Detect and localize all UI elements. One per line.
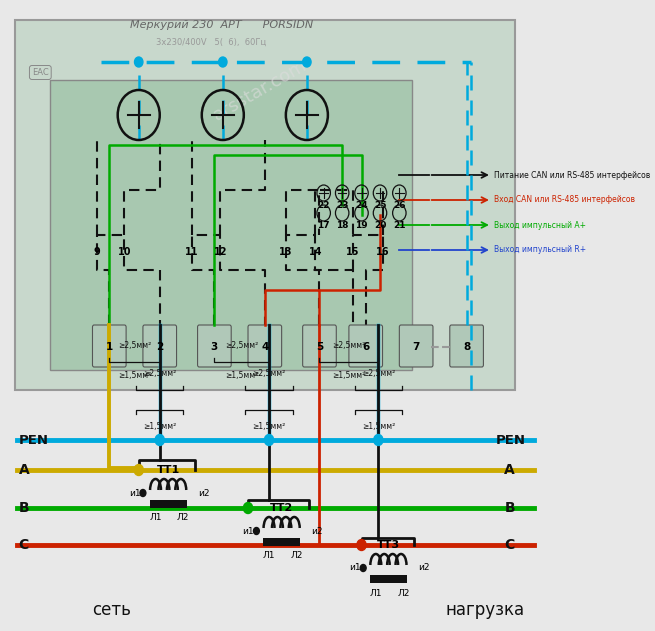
Text: C: C: [504, 538, 515, 552]
Text: 10: 10: [118, 247, 131, 257]
Text: PEN: PEN: [18, 433, 48, 447]
Text: 13: 13: [279, 247, 293, 257]
Circle shape: [219, 57, 227, 67]
Text: 26: 26: [393, 201, 405, 209]
Text: ≥2,5мм²: ≥2,5мм²: [362, 369, 395, 378]
Text: ≥1,5мм²: ≥1,5мм²: [332, 371, 365, 380]
Text: 3х230/400V   5(  6),  60Гц: 3х230/400V 5( 6), 60Гц: [155, 38, 266, 47]
Text: EAC: EAC: [32, 68, 48, 77]
Circle shape: [140, 490, 146, 497]
FancyBboxPatch shape: [400, 325, 433, 367]
Text: 21: 21: [393, 220, 405, 230]
Text: 9: 9: [93, 247, 100, 257]
Circle shape: [244, 502, 253, 514]
FancyBboxPatch shape: [143, 325, 177, 367]
Text: и1: и1: [128, 488, 140, 497]
Bar: [370, 575, 407, 583]
Circle shape: [134, 57, 143, 67]
Text: и1: и1: [242, 526, 254, 536]
Text: ≥1,5мм²: ≥1,5мм²: [252, 422, 286, 431]
Text: A: A: [18, 463, 29, 477]
Bar: [263, 538, 300, 546]
Circle shape: [357, 540, 366, 550]
Text: PEN: PEN: [496, 433, 526, 447]
Text: Л2: Л2: [398, 589, 410, 598]
Text: arsstar.com: arsstar.com: [210, 56, 310, 124]
Text: 17: 17: [318, 220, 330, 230]
Text: Выход импульсный R+: Выход импульсный R+: [495, 245, 586, 254]
FancyBboxPatch shape: [15, 20, 515, 390]
Circle shape: [303, 57, 311, 67]
Text: Л1: Л1: [149, 514, 162, 522]
Text: 24: 24: [355, 201, 368, 209]
Circle shape: [134, 464, 143, 476]
Text: 5: 5: [316, 342, 323, 352]
Text: B: B: [18, 501, 29, 515]
Bar: [149, 500, 187, 508]
Text: 23: 23: [336, 201, 348, 209]
Text: 3: 3: [211, 342, 218, 352]
Text: 11: 11: [185, 247, 198, 257]
Text: и2: и2: [198, 488, 209, 497]
Text: и1: и1: [349, 563, 361, 572]
Text: 1: 1: [105, 342, 113, 352]
Text: 7: 7: [413, 342, 420, 352]
Text: ≥1,5мм²: ≥1,5мм²: [362, 422, 395, 431]
Text: 12: 12: [214, 247, 227, 257]
Text: ≥2,5мм²: ≥2,5мм²: [143, 369, 176, 378]
Circle shape: [374, 435, 383, 445]
Text: ТТ1: ТТ1: [157, 465, 179, 475]
Text: Вход CAN или RS-485 интерфейсов: Вход CAN или RS-485 интерфейсов: [495, 196, 635, 204]
Text: ≥1,5мм²: ≥1,5мм²: [143, 422, 176, 431]
Text: ТТ2: ТТ2: [270, 503, 293, 513]
Text: ≥2,5мм²: ≥2,5мм²: [225, 341, 258, 350]
Text: Л2: Л2: [291, 551, 303, 560]
Text: ≥1,5мм²: ≥1,5мм²: [118, 371, 151, 380]
Circle shape: [253, 528, 259, 534]
Text: Питание CAN или RS-485 интерфейсов: Питание CAN или RS-485 интерфейсов: [495, 170, 650, 179]
FancyBboxPatch shape: [349, 325, 383, 367]
Text: 14: 14: [309, 247, 322, 257]
FancyBboxPatch shape: [198, 325, 231, 367]
Text: B: B: [504, 501, 515, 515]
FancyBboxPatch shape: [450, 325, 483, 367]
Text: ≥2,5мм²: ≥2,5мм²: [118, 341, 151, 350]
Text: ≥2,5мм²: ≥2,5мм²: [332, 341, 365, 350]
Text: и2: и2: [418, 563, 430, 572]
Text: Выход импульсный А+: Выход импульсный А+: [495, 220, 586, 230]
FancyBboxPatch shape: [92, 325, 126, 367]
Text: 2: 2: [156, 342, 163, 352]
Text: 8: 8: [463, 342, 470, 352]
Text: Л1: Л1: [263, 551, 275, 560]
Text: Л2: Л2: [177, 514, 189, 522]
Text: 4: 4: [261, 342, 269, 352]
Text: ТТ3: ТТ3: [377, 540, 400, 550]
Text: Меркурий 230  АРТ      PORSIDN: Меркурий 230 АРТ PORSIDN: [130, 20, 314, 30]
Text: 22: 22: [318, 201, 330, 209]
FancyBboxPatch shape: [248, 325, 282, 367]
Text: 19: 19: [355, 220, 368, 230]
Text: 20: 20: [374, 220, 386, 230]
FancyBboxPatch shape: [50, 80, 412, 370]
Text: Л1: Л1: [369, 589, 382, 598]
Circle shape: [360, 565, 366, 572]
Circle shape: [155, 435, 164, 445]
Text: 15: 15: [346, 247, 360, 257]
Text: нагрузка: нагрузка: [445, 601, 525, 619]
Circle shape: [265, 435, 274, 445]
Text: 18: 18: [336, 220, 348, 230]
Text: C: C: [18, 538, 29, 552]
Text: 6: 6: [362, 342, 369, 352]
Text: и2: и2: [311, 526, 323, 536]
Text: A: A: [504, 463, 515, 477]
Text: 25: 25: [374, 201, 386, 209]
Text: 16: 16: [376, 247, 389, 257]
Text: сеть: сеть: [92, 601, 132, 619]
Text: ≥1,5мм²: ≥1,5мм²: [225, 371, 258, 380]
FancyBboxPatch shape: [303, 325, 336, 367]
Text: ≥2,5мм²: ≥2,5мм²: [252, 369, 286, 378]
